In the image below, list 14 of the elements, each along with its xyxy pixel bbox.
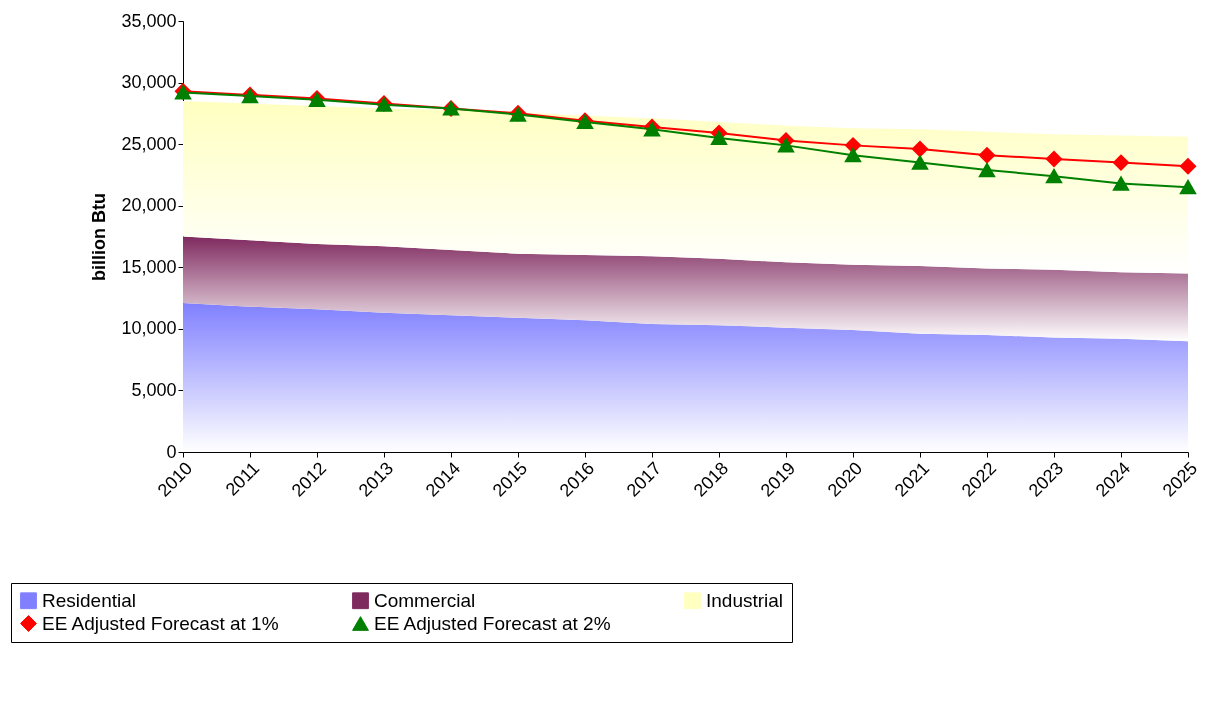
legend-label: EE Adjusted Forecast at 1%	[42, 612, 279, 634]
y-tick-label: 25,000	[121, 133, 177, 154]
y-tick-label: 15,000	[121, 256, 177, 277]
y-axis-title: billion Btu	[89, 193, 110, 281]
y-tick-label: 35,000	[121, 10, 177, 31]
y-tick-label: 10,000	[121, 318, 177, 339]
y-tick-label: 0	[166, 441, 177, 462]
legend-label: Commercial	[374, 589, 476, 611]
y-tick-label: 5,000	[131, 379, 177, 400]
y-tick-label: 30,000	[121, 72, 177, 93]
legend-label: Residential	[42, 589, 136, 611]
y-tick-label: 20,000	[121, 195, 177, 216]
legend-label: EE Adjusted Forecast at 2%	[374, 612, 611, 634]
legend-label: Industrial	[706, 589, 784, 611]
